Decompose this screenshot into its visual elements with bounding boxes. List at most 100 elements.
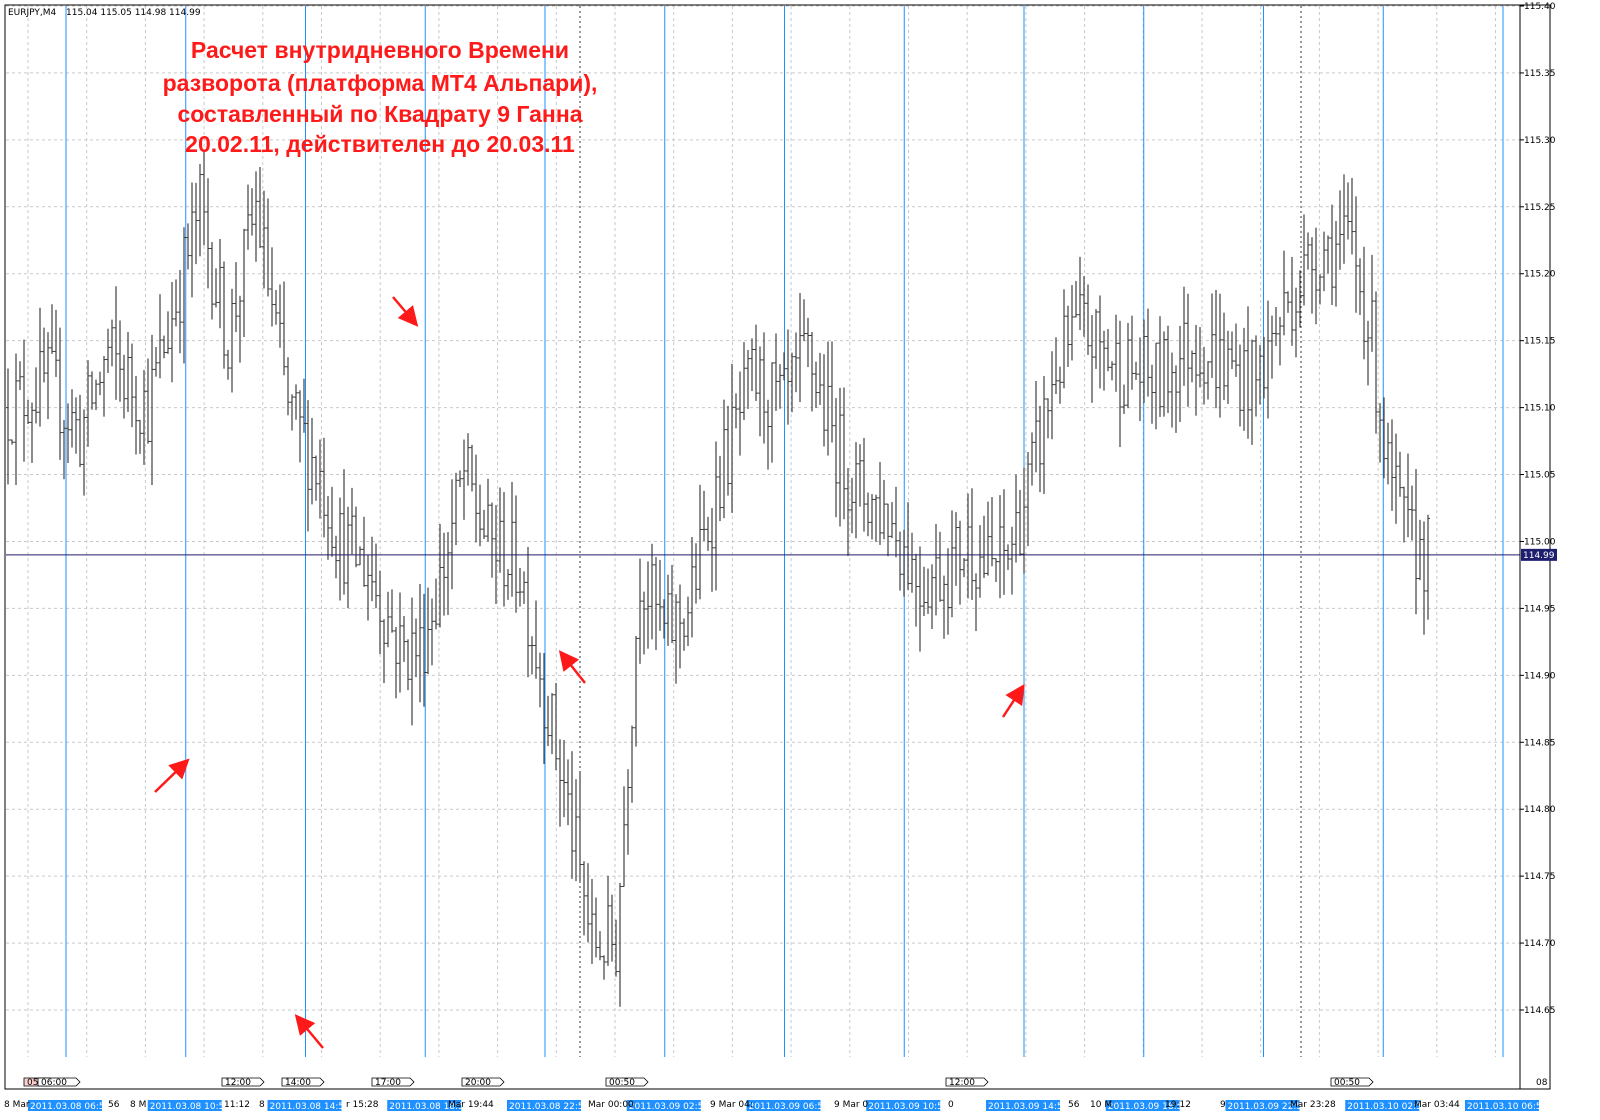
y-tick-label: 115.00 bbox=[1524, 537, 1556, 547]
y-tick-label: 114.70 bbox=[1524, 939, 1556, 949]
time-marker: 05: bbox=[27, 1078, 41, 1088]
annotation-line-3: составленный по Квадрату 9 Ганна bbox=[177, 101, 582, 127]
y-tick-label: 115.20 bbox=[1524, 270, 1556, 280]
annotation-line-4: 20.02.11, действителен до 20.03.11 bbox=[185, 131, 575, 157]
time-label: 8 Mar bbox=[4, 1100, 30, 1110]
chart-frame bbox=[4, 4, 1551, 1090]
grid bbox=[6, 5, 1520, 1057]
ohlc-bars bbox=[6, 151, 1430, 1007]
time-label: Mar 19:44 bbox=[448, 1100, 494, 1110]
arrow-icon bbox=[154, 758, 190, 793]
time-marker: 08 bbox=[1536, 1078, 1548, 1088]
y-tick-label: 115.05 bbox=[1524, 471, 1556, 481]
vertical-time-lines bbox=[65, 6, 1504, 1057]
time-label: Mar 23:28 bbox=[1290, 1100, 1336, 1110]
vline-label: 2011.03.09 14:52 bbox=[988, 1102, 1068, 1112]
time-marker: 20:00 bbox=[465, 1078, 491, 1088]
vline-label: 2011.03.10 02:52 bbox=[1347, 1102, 1427, 1112]
ohlc-readout: 115.04 115.05 114.98 114.99 bbox=[66, 8, 201, 18]
arrow-icon bbox=[558, 650, 586, 684]
y-tick-label: 114.85 bbox=[1524, 738, 1556, 748]
time-label: 9 Mar 04: bbox=[710, 1100, 753, 1110]
arrow-icon bbox=[294, 1014, 324, 1049]
y-axis: 115.40 115.35 115.30 115.25 115.20 115.15 115.… bbox=[1519, 2, 1556, 1089]
time-label: 19:12 bbox=[1165, 1100, 1191, 1110]
y-tick-label: 115.35 bbox=[1524, 69, 1556, 79]
time-label: 0 bbox=[948, 1100, 954, 1110]
time-marker-bg bbox=[461, 1077, 505, 1087]
vline-label: 2011.03.09 18:52 bbox=[1108, 1102, 1188, 1112]
vline-label-bg bbox=[507, 1100, 581, 1111]
vline-label: 2011.03.09 02:52 bbox=[629, 1102, 709, 1112]
vline-label-bg bbox=[1225, 1100, 1300, 1111]
time-marker-bg bbox=[371, 1077, 415, 1087]
symbol-label: EURJPY,M4 bbox=[8, 8, 57, 18]
y-tick-label: 115.40 bbox=[1524, 2, 1556, 12]
y-tick-label: 115.15 bbox=[1524, 337, 1556, 347]
y-tick-label: 114.65 bbox=[1524, 1006, 1556, 1016]
vline-label-bg bbox=[28, 1100, 102, 1111]
vline-label: 2011.03.08 22:52 bbox=[509, 1102, 589, 1112]
time-markers: 05: 06:00 12:00 14:00 17:00 20:00 00:50 12:00 00… bbox=[23, 1077, 1548, 1088]
time-label: 9 bbox=[1220, 1100, 1226, 1110]
time-marker: 12:00 bbox=[225, 1078, 251, 1088]
arrow-icon bbox=[392, 296, 419, 327]
time-label: r 15:28 bbox=[346, 1100, 379, 1110]
vline-label: 2011.03.10 06:52 bbox=[1467, 1102, 1547, 1112]
vline-label-bg bbox=[986, 1100, 1060, 1111]
vline-label-bg bbox=[626, 1100, 701, 1111]
time-label: 9 Mar 0 bbox=[834, 1100, 868, 1110]
time-marker: 12:00 bbox=[949, 1078, 975, 1088]
vline-label-bg bbox=[1345, 1100, 1420, 1111]
x-axis: 2011.03.08 06:52 2011.03.08 10:52 2011.03.… bbox=[4, 1088, 1547, 1112]
arrow-icon bbox=[1001, 683, 1025, 718]
time-label: 11:12 bbox=[224, 1100, 250, 1110]
annotation-line-1: Расчет внутридневного Времени bbox=[191, 37, 569, 63]
y-tick-label: 115.10 bbox=[1524, 404, 1556, 414]
time-label: 8 bbox=[259, 1100, 265, 1110]
y-tick-label: 115.25 bbox=[1524, 203, 1556, 213]
time-marker-bg bbox=[281, 1077, 325, 1087]
time-marker: 00:50 bbox=[609, 1078, 635, 1088]
time-label: Mar 03:44 bbox=[1414, 1100, 1460, 1110]
vline-label-bg bbox=[1465, 1100, 1539, 1111]
y-tick-label: 114.75 bbox=[1524, 872, 1556, 882]
y-tick-label: 115.30 bbox=[1524, 136, 1556, 146]
vline-label-bg bbox=[746, 1100, 821, 1111]
time-marker-bg bbox=[605, 1077, 649, 1087]
vline-label-bg bbox=[1105, 1100, 1180, 1111]
price-label: 114.99 bbox=[1523, 551, 1555, 561]
time-marker-bg bbox=[221, 1077, 265, 1087]
time-label: 56 bbox=[108, 1100, 120, 1110]
price-label-bg bbox=[1521, 548, 1557, 561]
time-marker-bg bbox=[1330, 1077, 1374, 1087]
time-label: 8 M bbox=[130, 1100, 146, 1110]
vline-label: 2011.03.09 10:52 bbox=[868, 1102, 948, 1112]
time-marker: 17:00 bbox=[375, 1078, 401, 1088]
vline-label-bg bbox=[387, 1100, 462, 1111]
arrows bbox=[154, 296, 1025, 1049]
vline-label: 2011.03.09 22:52 bbox=[1228, 1102, 1308, 1112]
time-marker: 00:50 bbox=[1334, 1078, 1360, 1088]
current-price-line: 114.99 bbox=[6, 548, 1557, 561]
time-marker: 14:00 bbox=[285, 1078, 311, 1088]
vline-label-bg bbox=[147, 1100, 222, 1111]
y-tick-label: 114.80 bbox=[1524, 805, 1556, 815]
y-tick-label: 114.90 bbox=[1524, 671, 1556, 681]
time-marker-bg bbox=[945, 1077, 989, 1087]
annotation-line-2: разворота (платформа МТ4 Альпари), bbox=[163, 70, 598, 96]
time-label: 10 M bbox=[1090, 1100, 1112, 1110]
time-marker-bg bbox=[37, 1077, 81, 1087]
vline-label: 2011.03.08 14:52 bbox=[270, 1102, 350, 1112]
vline-label: 2011.03.08 06:52 bbox=[30, 1102, 110, 1112]
time-label: 56 bbox=[1068, 1100, 1080, 1110]
vline-label: 2011.03.08 18:52 bbox=[389, 1102, 469, 1112]
time-marker: 06:00 bbox=[41, 1078, 67, 1088]
vline-label-bg bbox=[267, 1100, 342, 1111]
vline-label-bg bbox=[866, 1100, 941, 1111]
vline-label: 2011.03.08 10:52 bbox=[150, 1102, 230, 1112]
annotation-text: Расчет внутридневного Времени разворота … bbox=[163, 37, 598, 157]
y-tick-label: 114.95 bbox=[1524, 604, 1556, 614]
vline-label: 2011.03.09 06:52 bbox=[749, 1102, 829, 1112]
